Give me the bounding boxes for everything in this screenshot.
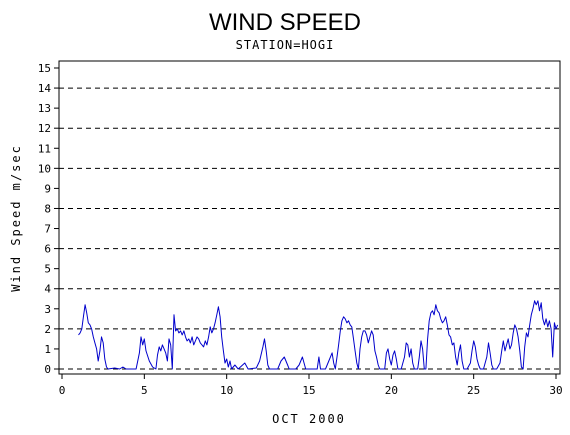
series-layer <box>78 300 559 370</box>
x-tick-label: 5 <box>141 384 148 397</box>
y-tick-label: 8 <box>44 202 51 215</box>
reference-lines <box>59 87 560 370</box>
y-tick-label: 15 <box>38 62 51 75</box>
y-tick-label: 12 <box>38 122 51 135</box>
x-tick-label: 0 <box>59 384 66 397</box>
x-tick-label: 20 <box>385 384 398 397</box>
x-tick-label: 15 <box>302 384 315 397</box>
y-axis-label: Wind Speed m/sec <box>9 144 23 292</box>
x-tick-label: 10 <box>220 384 233 397</box>
y-tick-label: 6 <box>44 243 51 256</box>
wind-speed-series-line <box>78 300 559 370</box>
y-tick-label: 3 <box>44 303 51 316</box>
chart-subtitle: STATION=HOGI <box>236 38 335 52</box>
y-tick-label: 1 <box>44 343 51 356</box>
x-axis-label: OCT 2000 <box>272 412 346 426</box>
y-tick-label: 9 <box>44 182 51 195</box>
y-tick-label: 2 <box>44 323 51 336</box>
y-tick-label: 13 <box>38 102 51 115</box>
y-tick-label: 7 <box>44 223 51 236</box>
x-tick-label: 30 <box>549 384 562 397</box>
chart-title: WIND SPEED <box>209 9 361 36</box>
x-tick-label: 25 <box>467 384 480 397</box>
y-tick-label: 4 <box>44 283 51 296</box>
y-tick-label: 10 <box>38 162 51 175</box>
x-axis-ticks: 0 5 10 15 20 25 30 <box>59 374 563 397</box>
y-tick-label: 0 <box>44 363 51 376</box>
y-tick-label: 14 <box>38 82 52 95</box>
plot-frame <box>58 60 561 375</box>
y-tick-label: 11 <box>38 142 51 155</box>
y-tick-label: 5 <box>44 263 51 276</box>
